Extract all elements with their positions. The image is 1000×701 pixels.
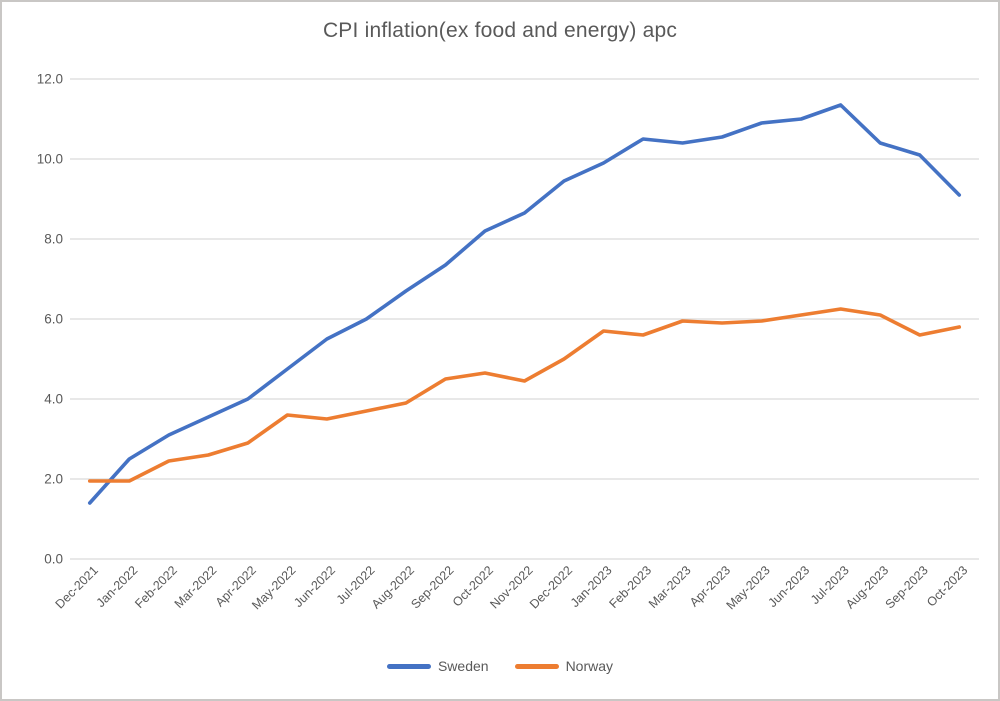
- x-tick-label: Jun-2023: [766, 563, 813, 610]
- x-tick-label: Feb-2022: [132, 563, 180, 611]
- x-tick-label: Dec-2022: [527, 563, 575, 611]
- legend-item-sweden: Sweden: [386, 658, 489, 674]
- x-tick-label: Sep-2022: [408, 563, 456, 611]
- chart-legend: Sweden Norway: [2, 658, 998, 674]
- x-tick-label: Mar-2022: [172, 563, 220, 611]
- y-tick-label: 0.0: [44, 552, 63, 567]
- y-tick-label: 6.0: [44, 312, 63, 327]
- legend-label-sweden: Sweden: [437, 658, 489, 674]
- legend-item-norway: Norway: [514, 658, 614, 674]
- x-tick-label: Jun-2022: [291, 563, 338, 610]
- legend-label-norway: Norway: [565, 658, 614, 674]
- x-tick-label: Oct-2023: [924, 563, 970, 609]
- sweden-line-marker: [386, 663, 431, 669]
- y-tick-label: 8.0: [44, 232, 63, 247]
- x-tick-label: Sep-2023: [883, 563, 931, 611]
- series-line-norway: [87, 307, 962, 483]
- y-tick-label: 10.0: [37, 152, 63, 167]
- y-tick-label: 4.0: [44, 392, 63, 407]
- norway-line-marker: [514, 663, 559, 669]
- x-tick-label: Dec-2021: [53, 563, 101, 611]
- y-tick-label: 2.0: [44, 472, 63, 487]
- x-tick-label: May-2023: [724, 563, 773, 612]
- y-tick-label: 12.0: [37, 72, 63, 87]
- x-tick-label: Mar-2023: [646, 563, 694, 611]
- x-tick-label: Feb-2023: [606, 563, 654, 611]
- series-line-sweden: [87, 103, 962, 505]
- chart-title: CPI inflation(ex food and energy) apc: [322, 19, 678, 42]
- x-tick-label: May-2022: [249, 563, 298, 612]
